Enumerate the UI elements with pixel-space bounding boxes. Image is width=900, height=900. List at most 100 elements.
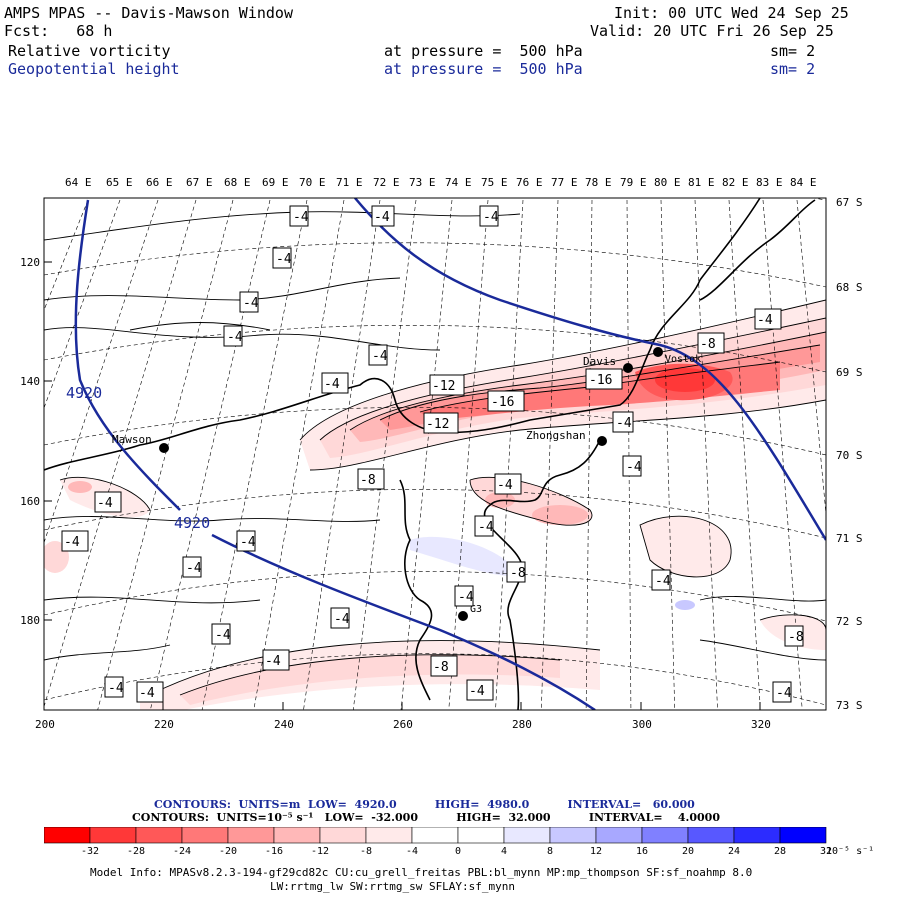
colorbar-cell: [457, 827, 505, 844]
vort-label: -4: [324, 377, 340, 392]
vort-label: -4: [240, 535, 256, 550]
station-marker-g3[interactable]: [458, 611, 468, 621]
colorbar-label: -4: [405, 846, 419, 857]
vort-label-box: -4: [479, 205, 499, 227]
lon-label: 81 E: [688, 176, 715, 189]
model-info-line1: Model Info: MPASv8.2.3-194-gf29cd82c CU:…: [90, 866, 753, 879]
lon-label: 74 E: [445, 176, 472, 189]
vort-label: -16: [491, 395, 514, 410]
plot-title: AMPS MPAS -- Davis-Mawson Window: [4, 4, 293, 22]
field2-name: Geopotential height: [8, 60, 180, 78]
colorbar-cell: [595, 827, 643, 844]
x-tick-label: 300: [632, 718, 652, 731]
lat-label: 69 S: [836, 366, 863, 379]
height-contour-info: CONTOURS: UNITS=m LOW= 4920.0 HIGH= 4980…: [154, 798, 695, 811]
lon-label: 78 E: [585, 176, 612, 189]
y-tick-label: 180: [20, 614, 40, 627]
colorbar-units: 10⁻⁵ s⁻¹: [826, 846, 875, 857]
vort-label-box: -4: [494, 473, 522, 495]
station-label-mawson: Mawson: [112, 433, 152, 446]
station-marker-mawson[interactable]: [159, 443, 169, 453]
vort-label: -16: [589, 373, 612, 388]
colorbar-cell: [549, 827, 597, 844]
station-label-g3: G3: [470, 604, 482, 615]
vort-label-box: -4: [272, 247, 292, 269]
vort-label-box: -4: [236, 530, 256, 552]
vort-label-box: -4: [182, 556, 202, 578]
vort-label: -4: [469, 684, 485, 699]
vort-label: -4: [186, 561, 202, 576]
colorbar-cell: [503, 827, 551, 844]
vort-label: -8: [700, 337, 716, 352]
colorbar-label: 28: [773, 846, 787, 857]
vort-label: -4: [374, 210, 390, 225]
field1-name: Relative vorticity: [8, 42, 171, 60]
vort-label: -4: [243, 296, 259, 311]
vort-label: -4: [265, 654, 281, 669]
lon-label: 75 E: [481, 176, 508, 189]
colorbar-label: -20: [218, 846, 238, 857]
colorbar-label: 20: [681, 846, 695, 857]
vort-label-box: -4: [330, 607, 350, 629]
vort-label: -4: [293, 210, 309, 225]
vort-label: -4: [458, 590, 474, 605]
colorbar-label: -8: [359, 846, 373, 857]
vort-label: -4: [757, 313, 773, 328]
vort-label: -4: [776, 686, 792, 701]
x-tick-label: 240: [274, 718, 294, 731]
vort-label: -12: [426, 417, 449, 432]
x-tick-label: 220: [154, 718, 174, 731]
vort-label-box: -8: [784, 625, 804, 647]
vort-label-box: -4: [754, 308, 782, 330]
vort-label: -4: [276, 252, 292, 267]
vort-label: -8: [360, 473, 376, 488]
lon-label: 79 E: [620, 176, 647, 189]
station-label-vostok: Vostok: [665, 354, 701, 365]
colorbar-cell: [411, 827, 459, 844]
model-info-line2: LW:rrtmg_lw SW:rrtmg_sw SFLAY:sf_mynn: [270, 880, 516, 893]
vort-label-box: -4: [94, 491, 122, 513]
colorbar-cell: [641, 827, 689, 844]
field2-level: at pressure = 500 hPa: [384, 60, 583, 78]
vort-label-box: -8: [697, 332, 725, 354]
colorbar-cell: [273, 827, 321, 844]
vort-label-box: -4: [104, 676, 124, 698]
station-label-davis: Davis: [583, 355, 616, 368]
colorbar: [44, 827, 827, 844]
y-tick-label: 160: [20, 495, 40, 508]
vort-label-box: -16: [585, 368, 623, 390]
colorbar-label: 16: [635, 846, 649, 857]
vort-label-box: -4: [612, 411, 634, 433]
colorbar-label: 8: [546, 846, 554, 857]
lon-label: 73 E: [409, 176, 436, 189]
station-marker-davis[interactable]: [623, 363, 633, 373]
colorbar-label: -32: [80, 846, 100, 857]
colorbar-label: 0: [454, 846, 462, 857]
vort-label: -4: [215, 628, 231, 643]
vort-label-box: -4: [474, 515, 494, 537]
colorbar-label: -16: [264, 846, 284, 857]
vort-label-box: -8: [430, 655, 458, 677]
lat-label: 70 S: [836, 449, 863, 462]
x-tick-label: 320: [751, 718, 771, 731]
vort-label-box: -4: [223, 325, 243, 347]
colorbar-cell: [135, 827, 183, 844]
station-marker-vostok[interactable]: [653, 347, 663, 357]
vort-label: -8: [433, 660, 449, 675]
vort-label: -4: [334, 612, 350, 627]
lon-label: 70 E: [299, 176, 326, 189]
colorbar-cell: [89, 827, 137, 844]
vort-label-box: -16: [487, 390, 525, 412]
lon-label: 77 E: [551, 176, 578, 189]
station-marker-zhongshan[interactable]: [597, 436, 607, 446]
lat-label: 68 S: [836, 281, 863, 294]
vort-label-box: -4: [262, 649, 290, 671]
vort-label: -4: [626, 460, 642, 475]
vort-label-box: -4: [289, 205, 309, 227]
vort-label-box: -8: [357, 468, 385, 490]
colorbar-label: 4: [500, 846, 508, 857]
vort-label-box: -12: [423, 412, 459, 434]
colorbar-cell: [319, 827, 367, 844]
lon-label: 65 E: [106, 176, 133, 189]
